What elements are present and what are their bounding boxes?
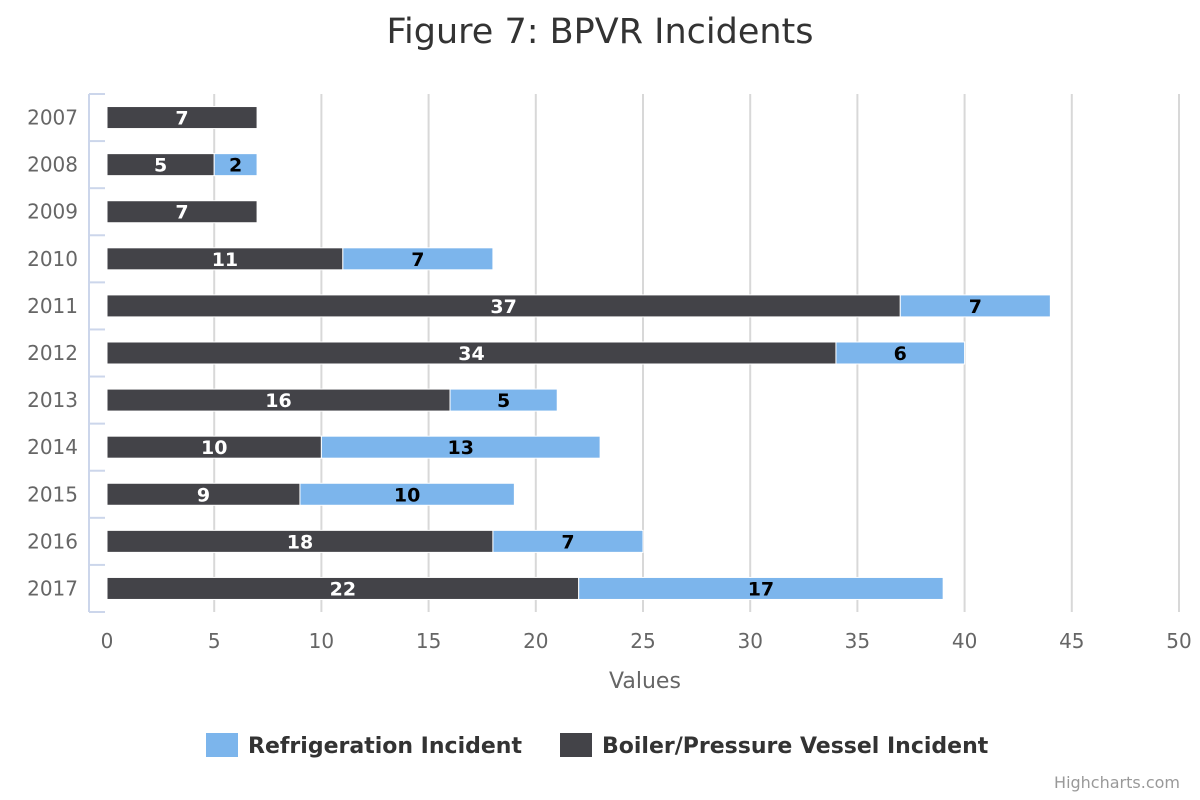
- category-label: 2007: [27, 106, 78, 130]
- category-label: 2011: [27, 294, 78, 318]
- data-label: 7: [561, 531, 574, 553]
- bar-segment[interactable]: [449, 388, 558, 412]
- bar-segment[interactable]: [299, 482, 515, 506]
- data-label: 7: [411, 249, 424, 271]
- category-label: 2017: [27, 576, 78, 600]
- data-label: 18: [287, 531, 313, 553]
- bar-segment[interactable]: [106, 106, 258, 130]
- x-tick-label: 25: [630, 629, 655, 653]
- legend-swatch[interactable]: [560, 733, 592, 757]
- data-label: 9: [197, 484, 210, 506]
- x-tick-label: 50: [1166, 629, 1191, 653]
- bar-segment[interactable]: [106, 200, 258, 224]
- x-tick-label: 45: [1059, 629, 1084, 653]
- x-tick-label: 0: [101, 629, 114, 653]
- x-tick-label: 20: [523, 629, 548, 653]
- data-label: 5: [497, 390, 510, 412]
- x-tick-label: 5: [208, 629, 221, 653]
- category-label: 2014: [27, 435, 78, 459]
- data-label: 7: [175, 108, 188, 130]
- bar-segment[interactable]: [492, 529, 644, 553]
- data-label: 6: [894, 343, 907, 365]
- data-label: 7: [175, 202, 188, 224]
- x-tick-label: 40: [952, 629, 977, 653]
- category-label: 2016: [27, 529, 78, 553]
- credits-link[interactable]: Highcharts.com: [1054, 773, 1180, 792]
- data-label: 10: [394, 484, 420, 506]
- data-label: 34: [458, 343, 484, 365]
- data-label: 17: [748, 578, 774, 600]
- data-label: 16: [265, 390, 291, 412]
- x-tick-label: 35: [845, 629, 870, 653]
- x-axis-title: Values: [609, 669, 681, 694]
- data-label: 22: [330, 578, 356, 600]
- legend-swatch[interactable]: [206, 733, 238, 757]
- legend-label[interactable]: Refrigeration Incident: [248, 734, 522, 759]
- x-tick-label: 15: [416, 629, 441, 653]
- bar-segment[interactable]: [213, 153, 258, 177]
- category-label: 2012: [27, 341, 78, 365]
- chart-title: Figure 7: BPVR Incidents: [386, 12, 814, 52]
- category-label: 2008: [27, 153, 78, 177]
- bar-segment[interactable]: [578, 576, 944, 600]
- data-label: 5: [154, 155, 167, 177]
- category-label: 2009: [27, 200, 78, 224]
- data-label: 10: [201, 437, 227, 459]
- data-label: 2: [229, 155, 242, 177]
- bar-segment[interactable]: [899, 294, 1051, 318]
- legend-label[interactable]: Boiler/Pressure Vessel Incident: [602, 734, 989, 759]
- bar-segment[interactable]: [342, 247, 494, 271]
- bar-segment[interactable]: [835, 341, 966, 365]
- data-label: 11: [212, 249, 238, 271]
- category-label: 2010: [27, 247, 78, 271]
- bar-segment[interactable]: [320, 435, 601, 459]
- data-label: 7: [969, 296, 982, 318]
- category-label: 2015: [27, 482, 78, 506]
- data-label: 37: [490, 296, 516, 318]
- x-tick-label: 10: [309, 629, 334, 653]
- x-tick-label: 30: [737, 629, 762, 653]
- category-label: 2013: [27, 388, 78, 412]
- data-label: 13: [448, 437, 474, 459]
